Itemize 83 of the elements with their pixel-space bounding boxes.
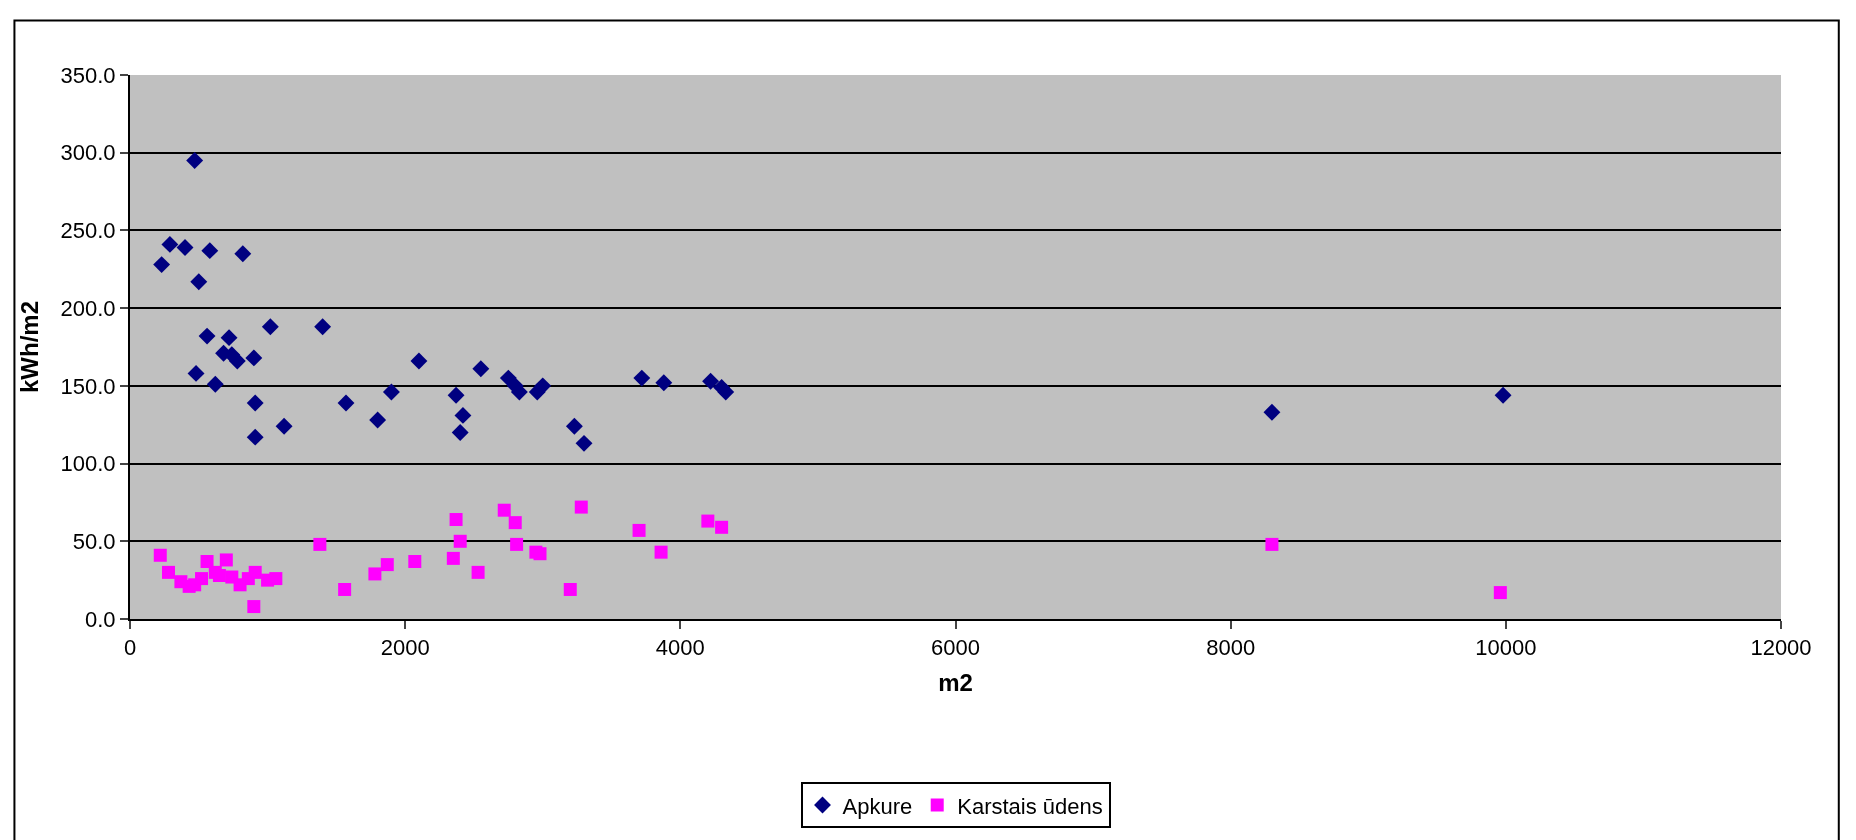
point	[453, 534, 467, 548]
y-axis-title: kWh/m2	[16, 300, 44, 394]
point	[212, 568, 226, 582]
point	[1263, 403, 1281, 421]
y-tick-label: 100.0	[60, 451, 116, 477]
point	[369, 411, 387, 429]
point	[187, 364, 205, 382]
point	[454, 406, 472, 424]
point	[176, 239, 194, 256]
point	[1494, 386, 1512, 404]
point	[632, 523, 646, 537]
point	[472, 360, 490, 378]
point	[246, 394, 264, 412]
point	[269, 572, 283, 586]
point	[161, 235, 179, 253]
point	[563, 582, 577, 596]
point	[313, 537, 327, 551]
point	[200, 554, 214, 568]
x-tick-label: 12000	[1750, 635, 1812, 661]
point	[715, 520, 729, 534]
point	[410, 352, 428, 370]
x-axis-title: m2	[938, 669, 973, 697]
point	[701, 514, 715, 528]
legend-label: Apkure	[842, 793, 913, 819]
y-tick-label: 350.0	[60, 62, 116, 88]
point	[195, 572, 209, 586]
x-tick-label: 6000	[931, 635, 980, 661]
point	[275, 417, 293, 435]
point	[447, 386, 465, 404]
x-tick-label: 4000	[655, 635, 705, 661]
point	[368, 567, 382, 581]
y-tick-label: 50.0	[72, 528, 116, 554]
point	[574, 500, 588, 514]
point	[206, 375, 224, 393]
point	[248, 565, 262, 579]
point	[1265, 537, 1279, 551]
point	[198, 327, 216, 345]
point	[408, 554, 422, 568]
point	[153, 256, 171, 274]
point	[510, 537, 524, 551]
point	[655, 374, 673, 392]
point	[702, 372, 720, 390]
y-tick-label: 200.0	[60, 295, 116, 321]
point	[314, 318, 332, 336]
point	[201, 242, 219, 260]
point	[575, 434, 593, 452]
point	[186, 152, 204, 169]
point	[247, 600, 261, 614]
point	[380, 558, 394, 572]
point	[382, 383, 400, 401]
point	[219, 553, 233, 567]
point	[471, 565, 485, 579]
y-tick-label: 0.0	[85, 606, 116, 632]
point	[338, 582, 352, 596]
y-tick-label: 150.0	[60, 373, 116, 399]
point	[533, 547, 547, 561]
point	[162, 565, 176, 579]
point	[451, 424, 469, 441]
point	[220, 329, 238, 347]
point	[633, 369, 651, 387]
x-tick-label: 10000	[1475, 635, 1537, 661]
point	[228, 352, 246, 370]
y-tick-label: 300.0	[60, 140, 116, 166]
legend-label: Karstais ūdens	[957, 793, 1103, 819]
point	[261, 318, 279, 336]
x-tick-label: 0	[123, 635, 137, 661]
point	[337, 394, 355, 412]
x-tick-label: 2000	[380, 635, 430, 661]
point	[246, 428, 264, 446]
point	[190, 273, 208, 291]
y-tick-label: 250.0	[60, 218, 116, 244]
point	[153, 548, 167, 562]
point	[565, 417, 583, 435]
point	[446, 551, 460, 565]
point	[497, 503, 511, 517]
point	[717, 383, 735, 401]
point	[508, 516, 522, 530]
point	[1493, 586, 1507, 600]
point	[449, 513, 463, 527]
point	[245, 349, 263, 367]
point	[654, 545, 668, 559]
x-tick-label: 8000	[1206, 635, 1256, 661]
point	[234, 245, 252, 263]
